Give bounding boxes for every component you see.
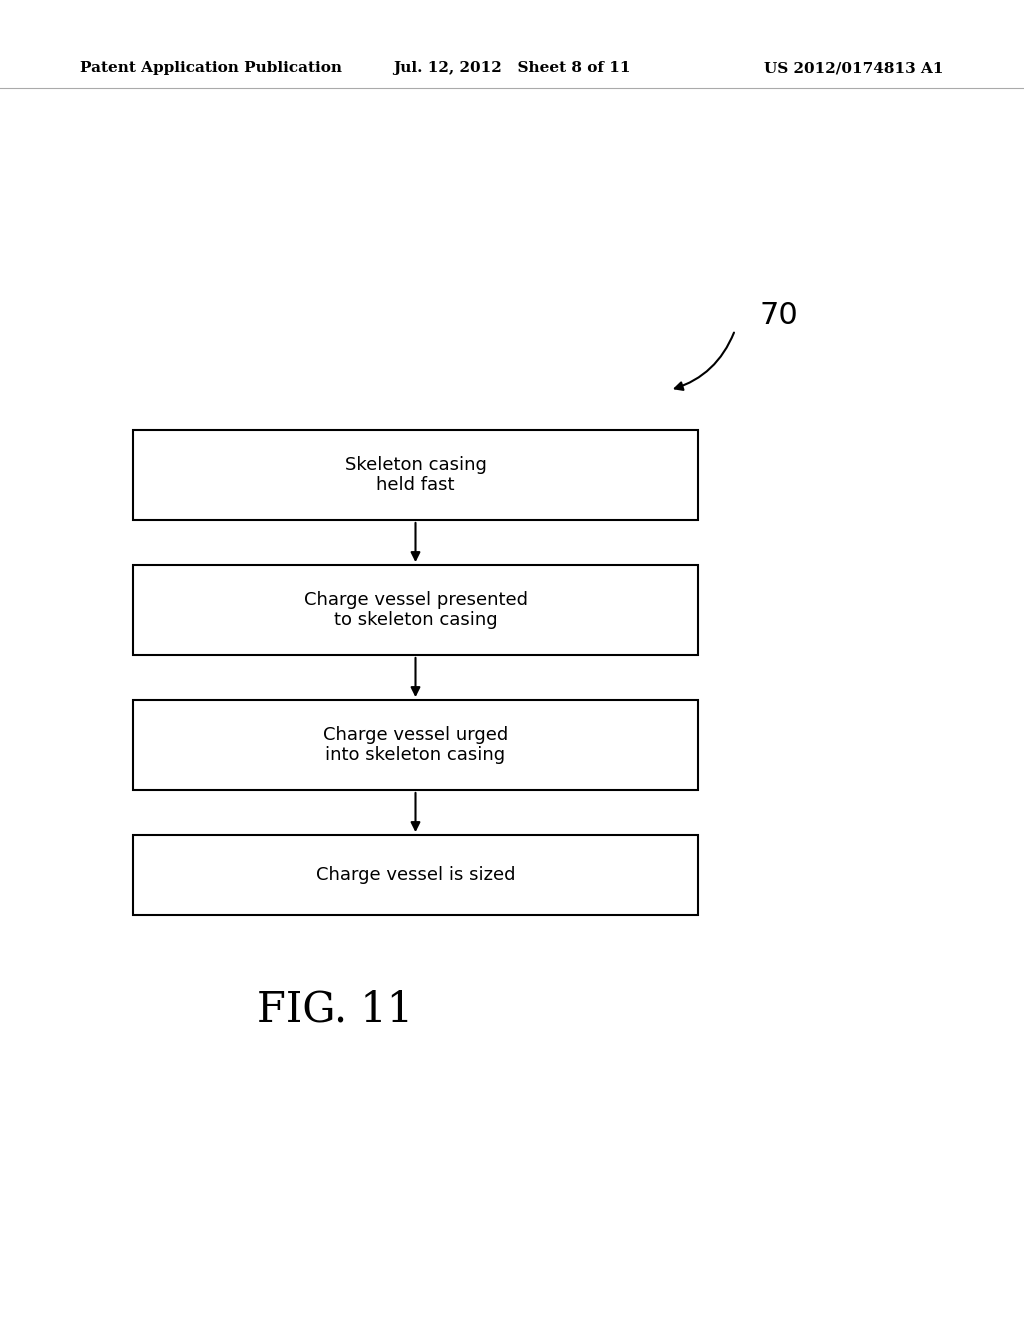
Text: US 2012/0174813 A1: US 2012/0174813 A1 <box>765 61 944 75</box>
Bar <box>133 565 698 655</box>
Text: Charge vessel presented
to skeleton casing: Charge vessel presented to skeleton casi… <box>303 590 527 630</box>
Text: Patent Application Publication: Patent Application Publication <box>80 61 342 75</box>
Text: Skeleton casing
held fast: Skeleton casing held fast <box>344 455 486 495</box>
Text: FIG. 11: FIG. 11 <box>257 989 413 1031</box>
Bar <box>133 836 698 915</box>
Text: Charge vessel is sized: Charge vessel is sized <box>315 866 515 884</box>
Text: Jul. 12, 2012   Sheet 8 of 11: Jul. 12, 2012 Sheet 8 of 11 <box>393 61 631 75</box>
Text: 70: 70 <box>760 301 799 330</box>
Bar <box>133 700 698 789</box>
Bar <box>133 430 698 520</box>
Text: Charge vessel urged
into skeleton casing: Charge vessel urged into skeleton casing <box>323 726 508 764</box>
